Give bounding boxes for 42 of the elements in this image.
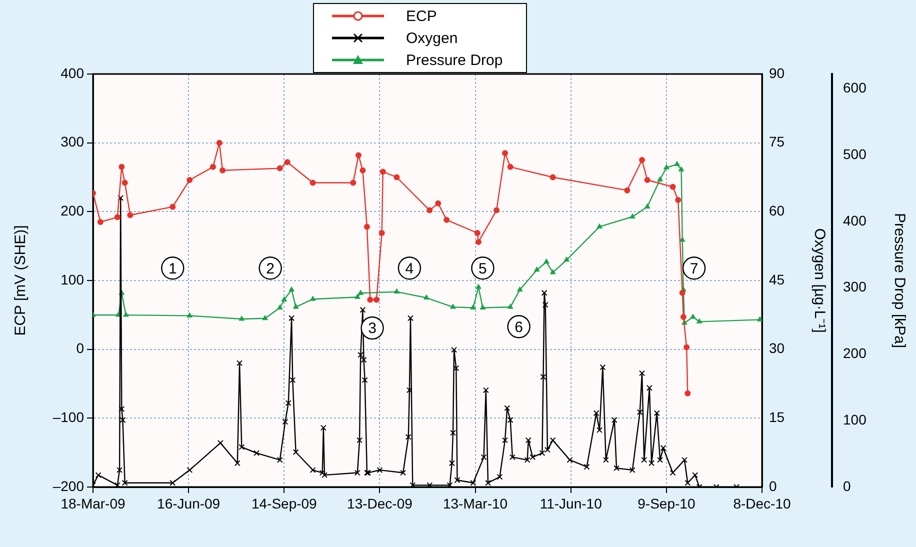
y-tick-label: 200 <box>60 202 84 219</box>
annotation: 5 <box>478 260 487 278</box>
y-tick-label: 400 <box>60 64 84 81</box>
y3-tick-label: 100 <box>843 411 867 428</box>
y-tick-label: 300 <box>60 134 84 150</box>
x-tick-label: 13-Mar-10 <box>442 495 508 512</box>
y3-tick-label: 200 <box>843 345 867 362</box>
y3-tick-label: 300 <box>843 278 867 295</box>
legend-label: Pressure Drop <box>406 52 503 68</box>
annotation: 7 <box>690 260 698 278</box>
y2-tick-label: 90 <box>769 64 785 81</box>
y2-axis-title: Oxygen [µg·L⁻¹] <box>810 228 828 333</box>
annotation: 3 <box>368 320 376 338</box>
y2-tick-label: 60 <box>769 202 785 219</box>
y3-tick-label: 500 <box>843 146 867 162</box>
x-tick-label: 13-Dec-09 <box>347 495 413 512</box>
y-tick-label: –100 <box>52 409 84 426</box>
y3-axis-title: Pressure Drop [kPa] <box>890 212 908 348</box>
x-tick-label: 14-Sep-09 <box>251 495 318 512</box>
y-axis-title: ECP [mV (SHE)] <box>12 225 30 336</box>
y2-tick-label: 75 <box>769 134 785 150</box>
x-tick-label: 16-Jun-09 <box>157 495 220 512</box>
x-tick-label: 11-Jun-10 <box>540 495 602 512</box>
y3-tick-label: 0 <box>843 478 851 494</box>
x-tick-label: 8-Dec-10 <box>733 495 791 512</box>
legend-label: Oxygen <box>406 30 458 46</box>
x-tick-label: 9-Sep-10 <box>638 495 696 512</box>
y2-tick-label: 15 <box>769 409 785 426</box>
y2-tick-label: 0 <box>769 478 777 494</box>
y3-tick-label: 400 <box>843 212 867 228</box>
y-tick-label: –200 <box>52 478 84 494</box>
y-tick-label: 100 <box>60 271 84 288</box>
legend-label: ECP <box>406 8 437 24</box>
annotation: 4 <box>405 260 414 278</box>
y2-tick-label: 45 <box>769 271 785 288</box>
annotation: 2 <box>266 260 275 278</box>
annotation: 6 <box>514 318 523 336</box>
annotation: 1 <box>168 260 177 278</box>
y2-tick-label: 30 <box>769 340 785 356</box>
y3-tick-label: 600 <box>843 79 867 96</box>
x-tick-label: 18-Mar-09 <box>60 495 126 512</box>
y-tick-label: 0 <box>76 340 84 356</box>
